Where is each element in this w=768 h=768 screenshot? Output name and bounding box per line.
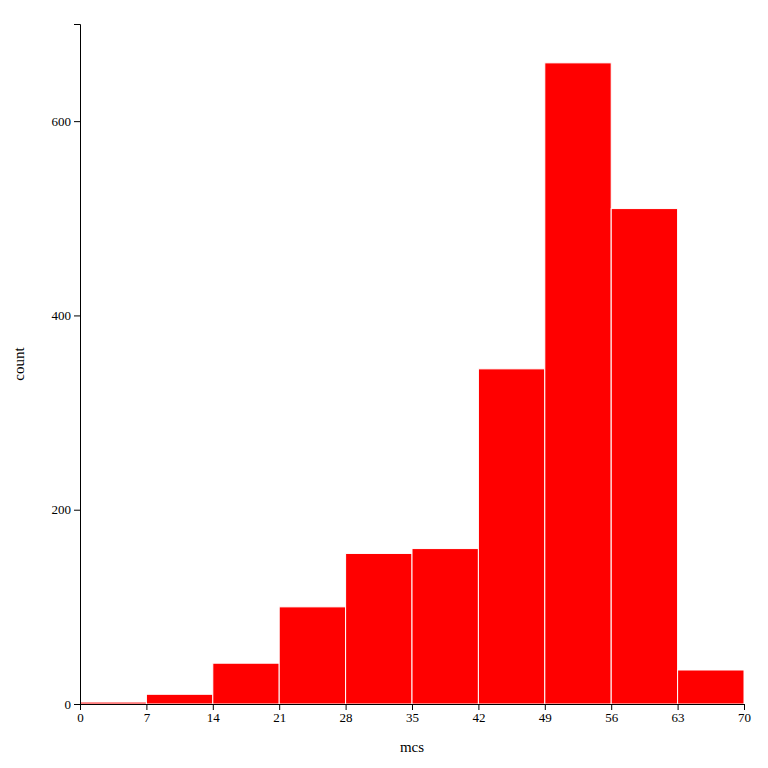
tick-label: 28 xyxy=(340,710,353,725)
tick: 7 xyxy=(144,704,151,725)
tick-label: 42 xyxy=(472,710,485,725)
bar xyxy=(545,63,611,704)
tick: 63 xyxy=(672,704,685,725)
tick-label: 63 xyxy=(672,710,685,725)
tick: 200 xyxy=(52,502,81,517)
tick: 600 xyxy=(52,114,81,129)
y-axis: 0 200 400 600 xyxy=(52,25,81,712)
bar xyxy=(412,549,478,704)
tick-label: 49 xyxy=(539,710,552,725)
tick-label: 600 xyxy=(52,114,72,129)
y-axis-title: count xyxy=(11,347,27,381)
tick-mark xyxy=(74,315,80,316)
tick: 14 xyxy=(207,704,221,725)
tick: 0 xyxy=(65,697,81,712)
tick: 35 xyxy=(406,704,419,725)
tick-mark xyxy=(146,704,147,710)
tick-mark xyxy=(744,704,745,710)
tick-label: 200 xyxy=(52,502,72,517)
bar xyxy=(279,607,345,704)
x-axis: 0 7 14 21 28 35 42 49 56 63 70 xyxy=(77,704,751,725)
axis-line xyxy=(81,705,745,711)
tick-label: 14 xyxy=(207,710,221,725)
tick-mark xyxy=(545,704,546,710)
tick-label: 7 xyxy=(144,710,151,725)
bar xyxy=(678,670,744,704)
bar xyxy=(80,702,146,704)
axis-line xyxy=(74,25,81,705)
tick-mark xyxy=(279,704,280,710)
tick: 28 xyxy=(340,704,353,725)
bars xyxy=(80,63,744,704)
tick-label: 70 xyxy=(738,710,751,725)
tick-label: 400 xyxy=(52,308,72,323)
bar xyxy=(213,663,279,704)
tick-mark xyxy=(74,510,80,511)
tick: 21 xyxy=(273,704,286,725)
bar xyxy=(146,694,212,704)
tick: 42 xyxy=(472,704,485,725)
bar xyxy=(611,209,677,704)
tick-label: 0 xyxy=(65,697,72,712)
chart: 0 7 14 21 28 35 42 49 56 63 70 0 200 400 600 mcs count xyxy=(0,0,768,768)
tick: 400 xyxy=(52,308,81,323)
tick-mark xyxy=(346,704,347,710)
tick-mark xyxy=(412,704,413,710)
plot: 0 7 14 21 28 35 42 49 56 63 70 0 200 400 600 mcs count xyxy=(11,25,751,756)
tick: 49 xyxy=(539,704,552,725)
tick-mark xyxy=(74,704,80,705)
tick-mark xyxy=(213,704,214,710)
bar xyxy=(478,369,544,704)
bar xyxy=(346,553,412,704)
tick-label: 35 xyxy=(406,710,419,725)
tick-mark xyxy=(678,704,679,710)
tick-mark xyxy=(74,121,80,122)
tick-mark xyxy=(478,704,479,710)
tick: 0 xyxy=(77,704,84,725)
tick-label: 0 xyxy=(77,710,84,725)
tick: 70 xyxy=(738,704,751,725)
x-axis-title: mcs xyxy=(400,739,424,755)
tick-mark xyxy=(611,704,612,710)
tick: 56 xyxy=(605,704,619,725)
tick-label: 21 xyxy=(273,710,286,725)
tick-label: 56 xyxy=(605,710,619,725)
